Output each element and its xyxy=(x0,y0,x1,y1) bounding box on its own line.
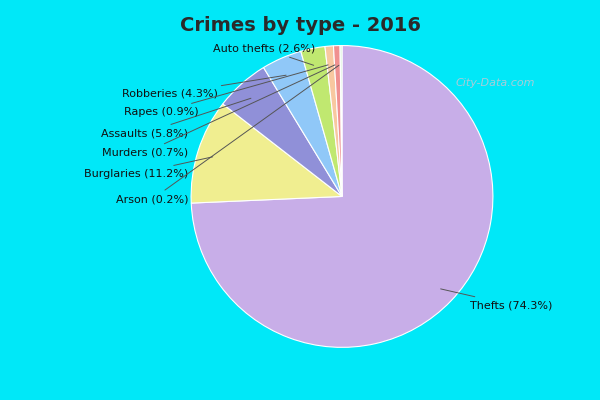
Wedge shape xyxy=(191,104,342,203)
Wedge shape xyxy=(325,46,342,196)
Text: Auto thefts (2.6%): Auto thefts (2.6%) xyxy=(212,44,315,65)
Wedge shape xyxy=(223,68,342,196)
Text: Rapes (0.9%): Rapes (0.9%) xyxy=(124,65,328,117)
Text: City-Data.com: City-Data.com xyxy=(455,78,535,88)
Text: Crimes by type - 2016: Crimes by type - 2016 xyxy=(179,16,421,35)
Text: Burglaries (11.2%): Burglaries (11.2%) xyxy=(84,157,213,179)
Text: Assaults (5.8%): Assaults (5.8%) xyxy=(101,98,251,138)
Text: Murders (0.7%): Murders (0.7%) xyxy=(102,65,335,158)
Wedge shape xyxy=(334,46,342,196)
Wedge shape xyxy=(340,46,342,196)
Wedge shape xyxy=(301,46,342,196)
Text: Arson (0.2%): Arson (0.2%) xyxy=(116,65,339,204)
Wedge shape xyxy=(263,51,342,196)
Wedge shape xyxy=(191,46,493,347)
Text: Robberies (4.3%): Robberies (4.3%) xyxy=(122,75,286,99)
Text: Thefts (74.3%): Thefts (74.3%) xyxy=(440,289,553,310)
